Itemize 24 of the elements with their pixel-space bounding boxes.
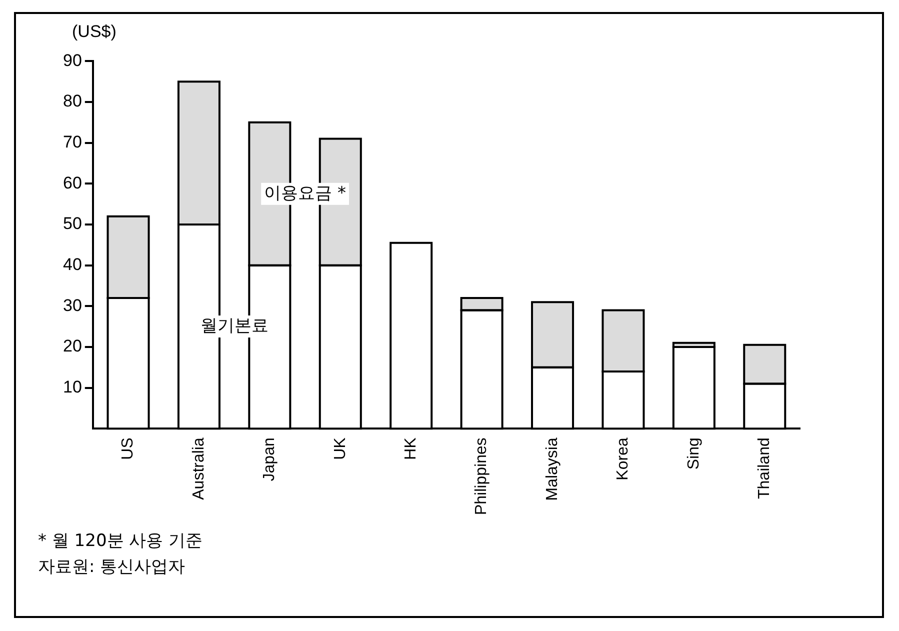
x-tick-label: HK [402,437,420,460]
x-tick-label: Thailand [756,438,774,499]
x-tick-label: Malaysia [544,438,561,501]
y-tick-label: 40 [62,255,82,274]
y-tick-label: 90 [62,50,82,70]
y-tick-label: 60 [62,173,82,192]
y-tick-label: 80 [62,92,82,111]
y-tick-label: 20 [62,336,82,356]
x-tick-label: Australia [190,438,208,500]
text: 자료원: 통신사업자 [38,556,186,579]
series-label: 이용요금 * [264,183,346,204]
y-tick-label: 30 [62,296,82,315]
y-tick-label: 10 [62,377,82,396]
y-tick-label: 70 [62,132,82,152]
x-tick-label: Korea [614,438,632,480]
y-tick-label: 50 [62,214,82,234]
y-axis-title: (US$) [72,22,116,42]
x-tick-label: Japan [261,438,278,482]
series-label: 월기본료 [200,316,268,336]
x-tick-label: UK [332,437,349,460]
x-tick-label: US [120,438,137,460]
x-tick-label: Sing [685,438,702,470]
x-tick-label: Philippines [473,438,490,516]
text: * 월 120분 사용 기준 [38,530,203,553]
